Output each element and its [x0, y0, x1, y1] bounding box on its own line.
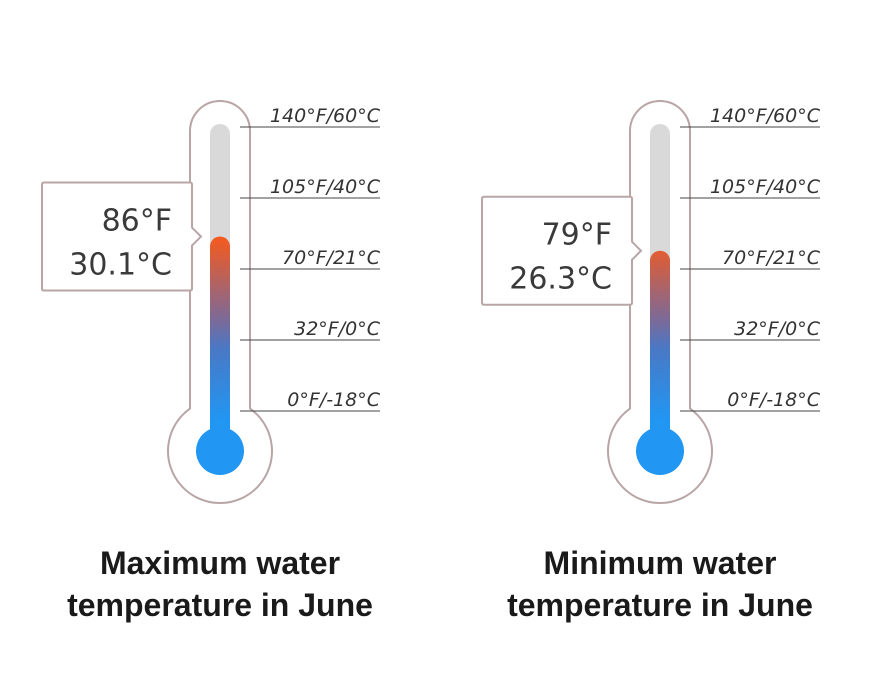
thermometer-bulb: [196, 427, 244, 475]
caption-max-line1: Maximum water: [100, 545, 340, 581]
thermometer-fluid-column: [650, 250, 670, 451]
tick-label: 105°F/40°C: [710, 176, 821, 198]
thermometer-fluid-column: [210, 236, 230, 451]
value-label-f: 86°F: [102, 204, 172, 239]
thermometer-bulb: [636, 427, 684, 475]
value-label-c: 26.3°C: [509, 262, 612, 297]
tick-label: 70°F/21°C: [282, 247, 381, 269]
caption-min-line1: Minimum water: [544, 545, 777, 581]
value-label-c: 30.1°C: [69, 248, 172, 283]
caption-min-line2: temperature in June: [507, 587, 813, 623]
tick-label: 140°F/60°C: [270, 105, 381, 127]
thermometer-min: 140°F/60°C 105°F/40°C 70°F/21°C 32°F/0°C 0°F…: [481, 100, 821, 504]
tick-label: 0°F/-18°C: [727, 389, 820, 411]
value-callout: [481, 195, 643, 306]
caption-max: Maximum water temperature in June: [67, 545, 373, 623]
thermometer-max: 140°F/60°C 105°F/40°C 70°F/21°C 32°F/0°C 0°F…: [41, 100, 381, 504]
caption-min: Minimum water temperature in June: [507, 545, 813, 623]
tick-label: 32°F/0°C: [734, 318, 821, 340]
tick-label: 32°F/0°C: [294, 318, 381, 340]
tick-label: 0°F/-18°C: [287, 389, 380, 411]
caption-max-line2: temperature in June: [67, 587, 373, 623]
value-label-f: 79°F: [542, 218, 612, 253]
tick-label: 140°F/60°C: [710, 105, 821, 127]
tick-label: 105°F/40°C: [270, 176, 381, 198]
value-callout: [41, 181, 203, 292]
tick-label: 70°F/21°C: [722, 247, 821, 269]
